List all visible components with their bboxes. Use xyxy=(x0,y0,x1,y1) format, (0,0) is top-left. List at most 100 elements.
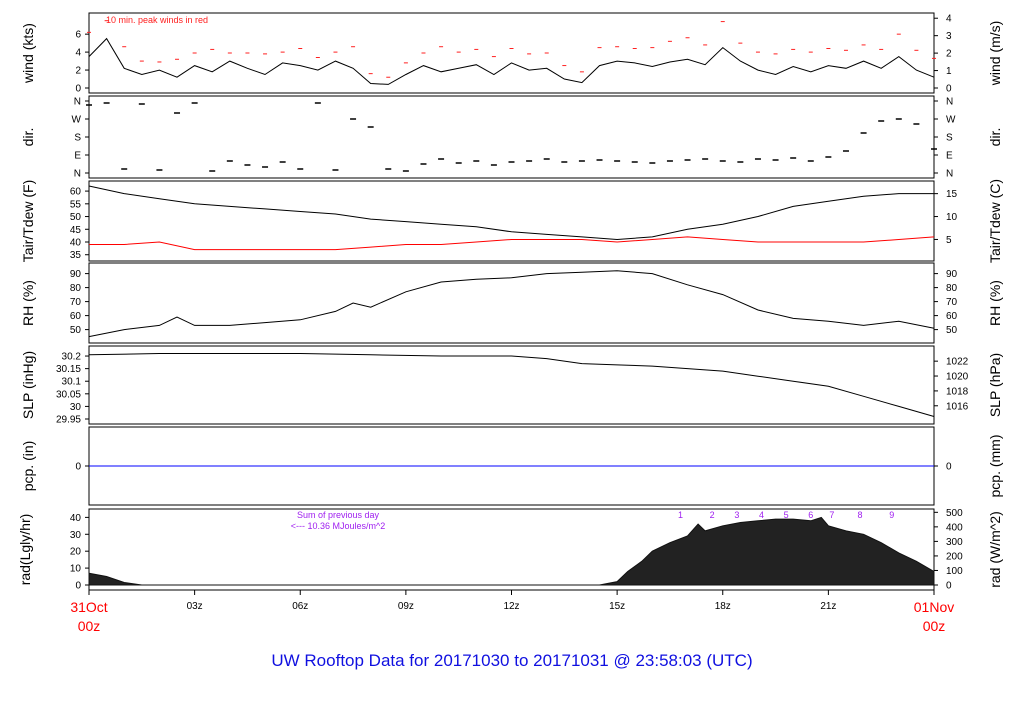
y-tick-label: 70 xyxy=(70,297,82,308)
y-tick-label-right: 1018 xyxy=(946,386,969,397)
y-tick-label: 0 xyxy=(75,462,81,473)
y-tick-label-right: S xyxy=(946,133,953,144)
y-tick-label-right: 1022 xyxy=(946,357,969,368)
hour-mark: 6 xyxy=(808,510,813,520)
y-tick-label: E xyxy=(74,151,81,162)
y-tick-label: N xyxy=(74,97,81,108)
y-tick-label-right: 2 xyxy=(946,49,952,60)
y-axis-label-right: rad (W/m^2) xyxy=(987,511,1003,588)
y-tick-label-right: 10 xyxy=(946,212,958,223)
panel-frame xyxy=(88,95,935,179)
y-axis-label: SLP (inHg) xyxy=(20,351,36,419)
y-tick-label-right: N xyxy=(946,97,953,108)
y-tick-label-right: 50 xyxy=(946,325,958,336)
y-axis-label-right: RH (%) xyxy=(987,280,1003,326)
hour-mark: 3 xyxy=(734,510,739,520)
hour-mark: 2 xyxy=(710,510,715,520)
x-end-hour: 00z xyxy=(923,618,946,634)
hour-mark: 9 xyxy=(889,510,894,520)
chart-title: UW Rooftop Data for 20171030 to 20171031… xyxy=(271,651,752,670)
y-tick-label: 2 xyxy=(75,66,81,77)
panel-5: pcp. (in) pcp. (mm) 0 0 xyxy=(20,426,1003,506)
y-tick-label: W xyxy=(72,115,82,126)
y-tick-label-right: 0 xyxy=(946,581,952,592)
rh-line xyxy=(88,270,935,338)
y-axis-label-right: pcp. (mm) xyxy=(987,435,1003,498)
hour-mark: 4 xyxy=(759,510,764,520)
x-tick-label: 03z xyxy=(187,601,203,612)
y-axis-label: Tair/Tdew (F) xyxy=(20,180,36,262)
y-tick-label: 0 xyxy=(75,84,81,95)
y-tick-label-right: 80 xyxy=(946,283,958,294)
y-tick-label: 30 xyxy=(70,530,82,541)
y-tick-label-right: 1016 xyxy=(946,401,969,412)
y-tick-label: 30.2 xyxy=(62,352,82,363)
y-tick-label-right: 4 xyxy=(946,14,952,25)
y-axis-label: rad(Lgly/hr) xyxy=(17,514,33,586)
panel-frame xyxy=(88,12,935,94)
wind-speed-line xyxy=(88,37,935,85)
y-axis-label-right: dir. xyxy=(987,128,1003,147)
y-tick-label-right: 90 xyxy=(946,269,958,280)
x-start-date: 31Oct xyxy=(70,599,107,615)
panel-2: Tair/Tdew (F) Tair/Tdew (C)35404550556051… xyxy=(20,179,1003,263)
y-axis-label: dir. xyxy=(20,128,36,147)
y-tick-label: 20 xyxy=(70,547,82,558)
y-tick-label: 80 xyxy=(70,283,82,294)
panel-6: rad(Lgly/hr) rad (W/m^2)01020304001002003… xyxy=(17,508,1003,592)
y-tick-label: 0 xyxy=(75,581,81,592)
y-tick-label-right: 300 xyxy=(946,537,963,548)
hour-mark: 5 xyxy=(784,510,789,520)
y-tick-label-right: 1 xyxy=(946,66,952,77)
y-tick-label: 40 xyxy=(70,513,82,524)
radiation-area xyxy=(88,516,935,586)
y-tick-label: 60 xyxy=(70,187,82,198)
y-tick-label-right: 200 xyxy=(946,551,963,562)
y-tick-label: 30.05 xyxy=(56,389,81,400)
x-start-hour: 00z xyxy=(78,618,101,634)
y-tick-label: 30.15 xyxy=(56,364,81,375)
tdew-line xyxy=(89,236,935,251)
y-tick-label: N xyxy=(74,169,81,180)
hour-mark: 1 xyxy=(678,510,683,520)
tair-line xyxy=(88,185,934,241)
y-tick-label-right: 0 xyxy=(946,84,952,95)
hour-mark: 7 xyxy=(829,510,834,520)
y-tick-label-right: 70 xyxy=(946,297,958,308)
y-tick-label-right: 400 xyxy=(946,522,963,533)
y-tick-label: 60 xyxy=(70,311,82,322)
x-tick-label: 18z xyxy=(715,601,731,612)
y-tick-label: 50 xyxy=(70,212,82,223)
panel-frame xyxy=(88,262,935,344)
y-tick-label-right: 100 xyxy=(946,566,963,577)
y-tick-label-right: 15 xyxy=(946,189,958,200)
y-axis-label-right: Tair/Tdew (C) xyxy=(987,179,1003,263)
y-tick-label-right: N xyxy=(946,169,953,180)
y-tick-label: 50 xyxy=(70,325,82,336)
y-tick-label: 30 xyxy=(70,402,82,413)
y-tick-label: 4 xyxy=(75,48,81,59)
x-tick-label: 15z xyxy=(609,601,625,612)
y-tick-label: S xyxy=(74,133,81,144)
y-tick-label: 55 xyxy=(70,199,82,210)
y-tick-label: 45 xyxy=(70,225,82,236)
x-tick-label: 21z xyxy=(820,601,836,612)
y-tick-label-right: 0 xyxy=(946,462,952,473)
y-tick-label-right: 1020 xyxy=(946,372,969,383)
panel-0: wind (kts) wind (m/s) 0 2 4 6 0 1 2 3 4 10 min. pea… xyxy=(20,12,1003,95)
y-tick-label-right: E xyxy=(946,151,953,162)
radiation-sum-label: Sum of previous day xyxy=(297,510,380,520)
y-tick-label-right: 3 xyxy=(946,31,952,42)
y-tick-label: 29.95 xyxy=(56,415,81,426)
y-tick-label: 30.1 xyxy=(62,377,82,388)
x-tick-label: 09z xyxy=(398,601,414,612)
y-tick-label-right: 60 xyxy=(946,311,958,322)
y-tick-label: 90 xyxy=(70,269,82,280)
peak-wind-annotation: 10 min. peak winds in red xyxy=(106,15,208,25)
slp-line xyxy=(88,353,935,417)
y-tick-label: 40 xyxy=(70,238,82,249)
x-end-date: 01Nov xyxy=(914,599,954,615)
